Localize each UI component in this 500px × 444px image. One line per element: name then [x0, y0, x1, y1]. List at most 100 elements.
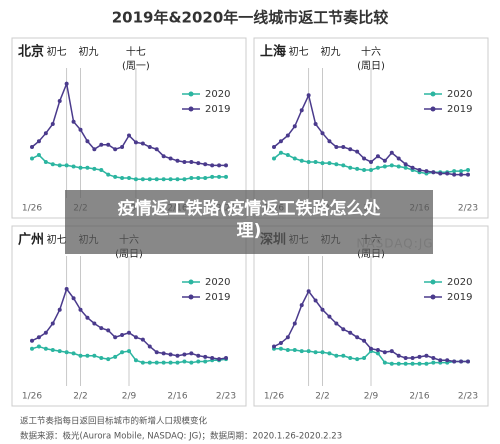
data-point [334, 145, 339, 149]
annotation-label: 初九 [321, 45, 341, 58]
data-point [285, 347, 290, 352]
data-point [57, 163, 62, 168]
data-point [189, 360, 194, 365]
data-point [182, 177, 187, 182]
data-point [272, 344, 276, 349]
x-tick-label: 2/9 [122, 392, 137, 402]
data-point [71, 164, 76, 169]
data-point [99, 142, 104, 147]
data-point [445, 171, 450, 176]
data-point [292, 347, 297, 352]
data-point [120, 350, 125, 355]
data-point [224, 174, 228, 179]
data-point [182, 359, 187, 364]
data-point [57, 307, 62, 312]
data-point [417, 354, 422, 359]
data-point [278, 346, 283, 351]
data-point [50, 321, 55, 326]
legend-marker [430, 279, 436, 285]
data-point [355, 149, 360, 154]
data-point [348, 330, 353, 335]
annotation-label: 初七 [47, 233, 67, 246]
data-point [147, 177, 152, 182]
data-point [127, 176, 131, 181]
data-point [106, 172, 111, 177]
annotation-label: 初九 [79, 45, 99, 58]
x-tick-label: 2/16 [167, 392, 187, 402]
chart-title: 上海 [260, 44, 286, 60]
x-tick-label: 2/16 [409, 392, 429, 402]
chart-title: 北京 [18, 44, 44, 60]
legend-marker [188, 91, 194, 97]
data-point [327, 314, 332, 319]
data-point [182, 159, 187, 164]
data-point [36, 153, 41, 158]
data-point [154, 350, 159, 355]
data-point [320, 161, 325, 166]
data-point [272, 156, 276, 161]
overlay-band [65, 190, 433, 254]
data-point [438, 171, 443, 176]
data-point [431, 356, 436, 360]
data-point [313, 159, 318, 164]
data-point [362, 356, 367, 360]
data-point [306, 159, 311, 164]
data-point [30, 338, 34, 343]
x-tick-label: 2/2 [73, 392, 87, 402]
data-point [417, 361, 422, 366]
data-point [99, 356, 104, 360]
data-point [210, 174, 215, 179]
data-point [161, 351, 166, 356]
data-point [203, 359, 208, 364]
x-tick-label: 1/26 [22, 392, 42, 402]
data-point [410, 361, 415, 366]
data-point [320, 350, 325, 355]
data-point [327, 161, 332, 166]
data-point [341, 145, 346, 149]
data-point [299, 158, 304, 163]
data-point [64, 350, 69, 355]
data-point [382, 350, 387, 355]
data-point [196, 176, 201, 181]
data-point [85, 139, 90, 144]
data-point [106, 328, 111, 333]
data-point [403, 162, 408, 167]
data-point [382, 360, 387, 365]
data-point [375, 351, 380, 356]
legend-marker [430, 294, 436, 300]
data-point [445, 358, 450, 363]
x-tick-label: 2/2 [315, 392, 329, 402]
data-point [161, 360, 166, 365]
data-point [369, 168, 373, 172]
data-point [43, 131, 48, 136]
annotation-label: 十六 [361, 45, 381, 58]
data-point [154, 147, 159, 152]
panel [11, 37, 247, 219]
data-point [355, 335, 360, 340]
legend-marker [188, 294, 194, 300]
data-point [224, 163, 228, 168]
data-point [133, 140, 138, 145]
data-point [168, 156, 173, 161]
footnote: 返工节奏指每日返回目标城市的新增人口规模变化 [20, 416, 208, 427]
data-point [147, 344, 152, 349]
data-point [57, 349, 62, 354]
data-point [334, 321, 339, 326]
data-point [147, 145, 152, 149]
data-point [99, 326, 104, 331]
data-point [36, 335, 41, 340]
data-point [217, 163, 222, 168]
legend-marker [430, 91, 436, 97]
data-point [334, 162, 339, 167]
data-point [92, 147, 97, 152]
x-tick-label: 2/9 [364, 392, 379, 402]
data-point [50, 347, 55, 352]
data-point [64, 287, 69, 291]
data-point [189, 159, 194, 164]
data-point [196, 161, 201, 166]
data-point [106, 142, 111, 147]
data-point [120, 333, 125, 337]
data-point [71, 296, 76, 301]
data-point [313, 350, 318, 355]
